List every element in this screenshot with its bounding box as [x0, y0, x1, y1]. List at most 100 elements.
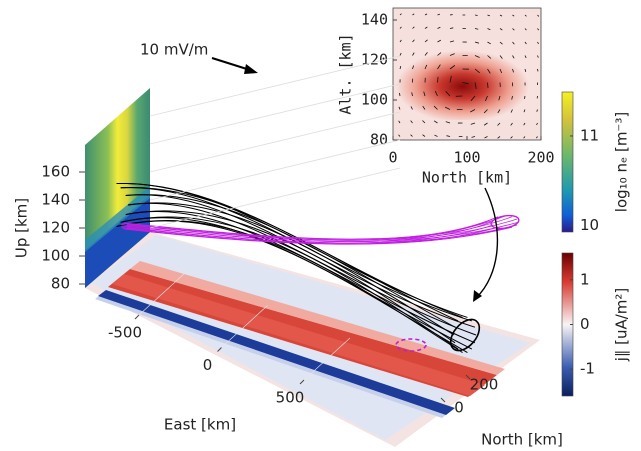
quiver-arrow [399, 13, 402, 16]
callout-arrowhead [473, 290, 482, 302]
quiver-arrow [487, 28, 491, 31]
quiver-arrow [399, 65, 402, 70]
y-tick [465, 374, 471, 380]
quiver-arrow [470, 95, 476, 102]
quiver-arrow [474, 82, 477, 90]
colorbar-label: j∥ [uA/m²] [613, 288, 631, 363]
quiver-arrow [424, 39, 428, 43]
quiver-arrow [398, 120, 401, 124]
quiver-arrow [449, 27, 454, 29]
colorbar [561, 91, 574, 233]
quiver-arrow [512, 14, 515, 17]
quiver-arrow [484, 136, 488, 139]
quiver-arrow [524, 68, 527, 72]
quiver-arrow [512, 55, 515, 59]
x-tick-label: -500 [108, 324, 142, 342]
grid-line [149, 83, 401, 145]
quiver-arrow [471, 136, 476, 138]
inset-heat [393, 40, 541, 120]
z-tick-label: 120 [41, 219, 70, 237]
annotation-arrow [211, 57, 251, 71]
annotation-arrowhead [244, 64, 258, 74]
quiver-arrow [446, 135, 451, 137]
quiver-arrow [449, 75, 452, 83]
quiver-arrow [411, 92, 413, 97]
quiver-arrow [449, 40, 455, 43]
quiver-arrow [437, 76, 439, 83]
quiver-arrow [424, 26, 428, 29]
quiver-arrow [537, 41, 539, 44]
quiver-arrow [499, 68, 503, 74]
quiver-arrow [485, 95, 488, 102]
floor-stripe [95, 295, 448, 418]
colorbar-tick-label: 11 [580, 126, 599, 144]
grid-line [149, 55, 401, 117]
x-tick-label: 200 [527, 149, 554, 167]
grid-line [303, 337, 351, 381]
quiver-arrow [422, 120, 426, 124]
grid-line [149, 167, 401, 229]
quiver-arrow [499, 41, 503, 45]
quiver-arrow [424, 52, 428, 56]
x-axis-label: East [km] [164, 416, 236, 434]
quiver-arrow [410, 106, 413, 110]
quiver-arrow [399, 26, 402, 29]
quiver-arrow [523, 109, 526, 113]
quiver-arrow [399, 92, 401, 97]
quiver-arrow [524, 28, 527, 31]
magenta-line [126, 218, 518, 241]
quiver-arrow [512, 68, 514, 73]
quiver-arrow [536, 122, 538, 126]
quiver-arrow [523, 136, 526, 139]
floor-stripe [112, 274, 485, 396]
grid-line [149, 139, 401, 201]
magenta-line [122, 226, 499, 245]
x-tick [217, 347, 222, 352]
colorbar-tick-label: 10 [580, 216, 599, 234]
field-line [120, 216, 459, 350]
quiver-arrow [487, 68, 491, 74]
floor-stripe [98, 290, 455, 415]
x-tick-label: 0 [203, 356, 213, 374]
quiver-arrow [474, 28, 479, 30]
quiver-arrow [433, 120, 438, 124]
quiver-arrow [412, 39, 415, 43]
quiver-arrow [536, 136, 538, 139]
quiver-arrow [424, 64, 428, 70]
colorbar-tick-label: 0 [580, 315, 590, 333]
colorbar-tick-label: -1 [580, 360, 595, 378]
quiver-arrow [423, 91, 426, 97]
y-tick-label: 200 [470, 376, 499, 394]
quiver-arrow [487, 41, 491, 45]
z-tick-label: 140 [41, 191, 70, 209]
quiver-arrow [499, 28, 503, 31]
quiver-arrow [399, 39, 402, 43]
quiver-arrow [437, 39, 442, 43]
quiver-arrow [483, 109, 488, 114]
quiver-arrow [499, 55, 503, 59]
quiver-arrow [398, 106, 401, 110]
quiver-arrow [462, 82, 469, 85]
quiver-arrow [434, 90, 438, 97]
field-line [116, 183, 468, 318]
quiver-arrow [537, 14, 540, 17]
callout-arrow [475, 187, 499, 299]
quiver-arrow [470, 109, 476, 113]
quiver-arrow [537, 28, 540, 31]
flux-tube [116, 183, 520, 353]
colorbar-label: log₁₀ nₑ [m⁻³] [613, 112, 631, 212]
quiver-arrow [437, 13, 441, 16]
wall-band [85, 186, 150, 252]
quiver-arrow [424, 13, 428, 16]
field-line [125, 211, 476, 344]
quiver-arrow [523, 122, 526, 126]
quiver-arrow [537, 68, 539, 72]
y-axis-label: North [km] [481, 431, 563, 449]
quiver-arrow [524, 41, 527, 45]
magenta-line [120, 221, 492, 243]
quiver-arrow [498, 95, 501, 101]
x-axis-label: North [km] [422, 169, 512, 187]
annotation: 10 mV/m [140, 41, 208, 59]
x-tick-label: 100 [453, 149, 480, 167]
